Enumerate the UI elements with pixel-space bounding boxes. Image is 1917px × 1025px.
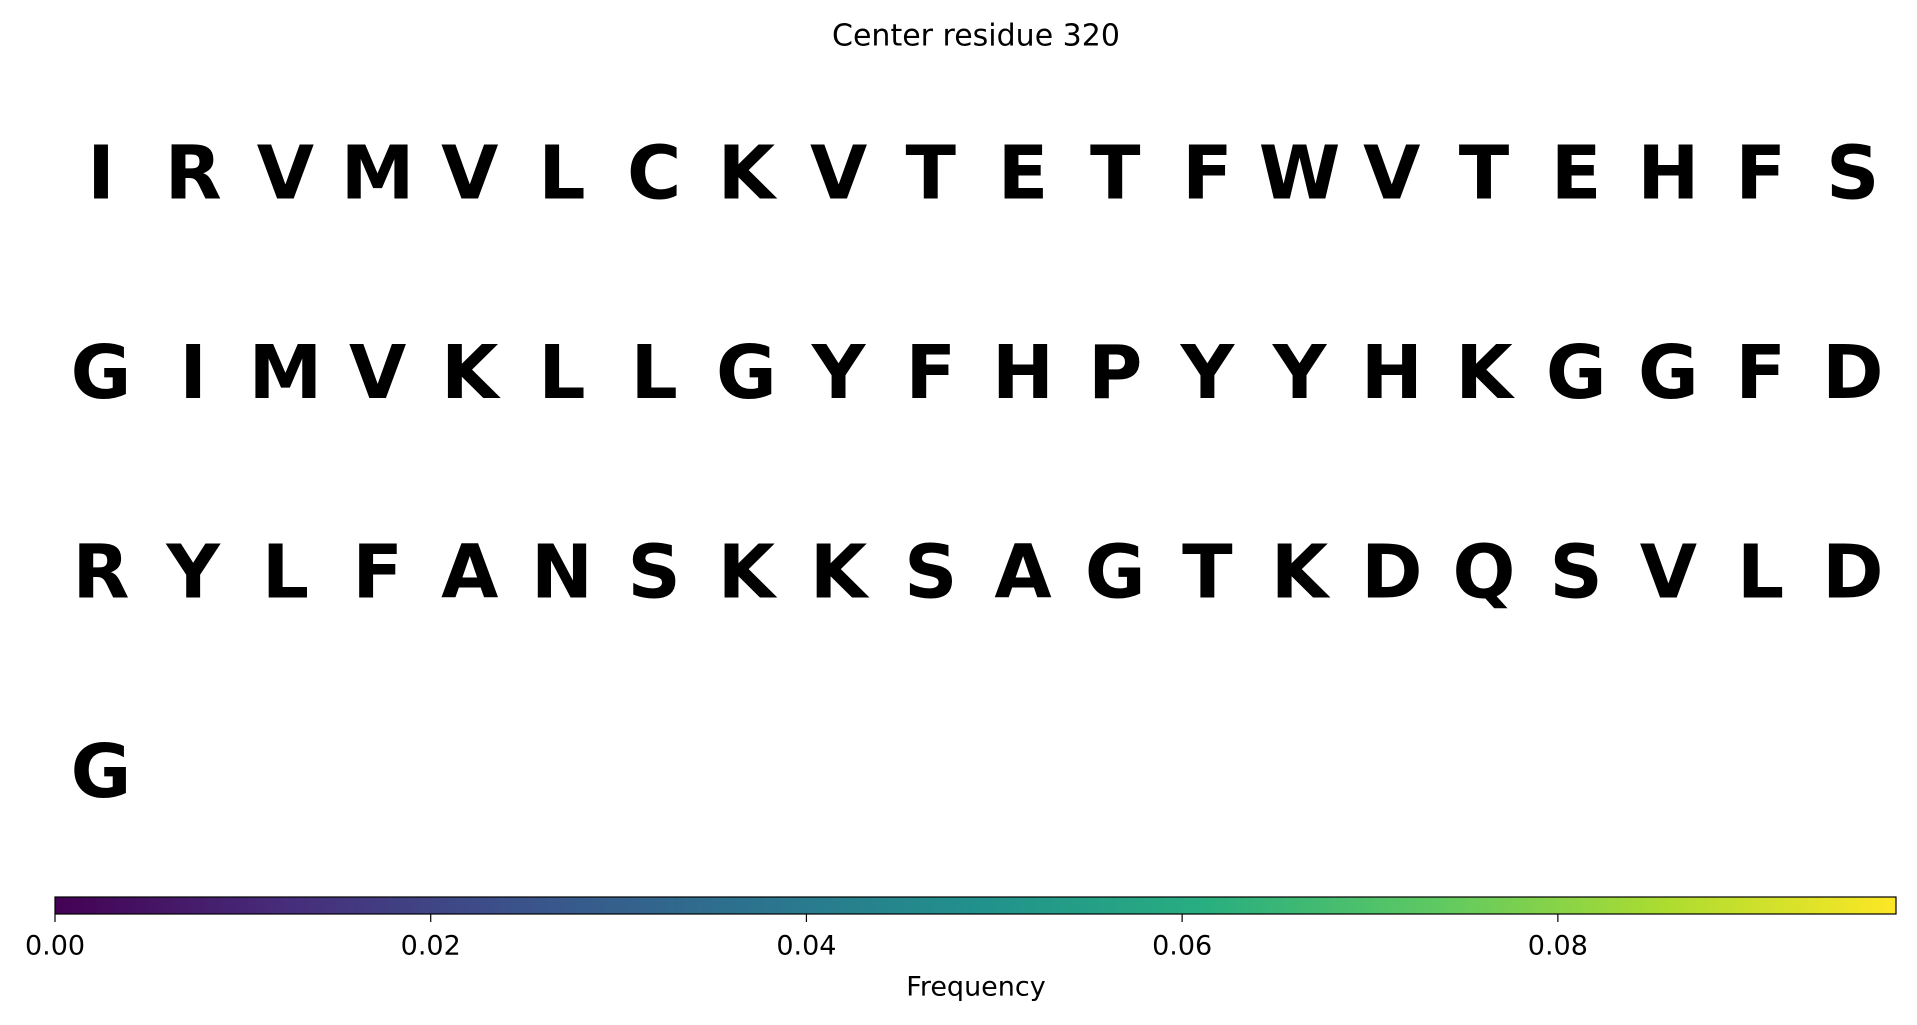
residue: P (1088, 330, 1142, 416)
residue: S (1550, 530, 1603, 616)
residue: F (352, 530, 403, 616)
residue: S (1826, 131, 1879, 217)
residue: S (628, 530, 681, 616)
residue: R (165, 131, 222, 217)
residue: D (1361, 530, 1422, 616)
residue: S (904, 530, 957, 616)
residue: I (87, 131, 115, 217)
residue: K (441, 330, 501, 416)
residue: E (998, 131, 1049, 217)
x-tick-label: 0.00 (25, 931, 85, 962)
residue: K (1455, 330, 1515, 416)
residue: L (1737, 530, 1784, 616)
residue: R (73, 530, 130, 616)
x-tick-label: 0.04 (776, 931, 836, 962)
residue: F (1182, 131, 1233, 217)
residue: L (538, 330, 585, 416)
residue: E (1551, 131, 1602, 217)
x-tick-label: 0.06 (1152, 931, 1212, 962)
residue: A (441, 530, 498, 616)
residue: D (1822, 530, 1883, 616)
residue: F (906, 330, 957, 416)
residue: Y (1180, 330, 1236, 416)
residue: V (810, 131, 867, 217)
residue: G (1085, 530, 1146, 616)
colorbar (54, 896, 1897, 915)
x-tick-label: 0.02 (401, 931, 461, 962)
residue: L (262, 530, 309, 616)
residue: H (992, 330, 1054, 416)
residue: I (179, 330, 207, 416)
residue: T (906, 131, 957, 217)
residue: L (631, 330, 678, 416)
residue: V (441, 131, 498, 217)
residue: Q (1453, 530, 1516, 616)
residue: T (1182, 530, 1233, 616)
residue: Y (811, 330, 867, 416)
residue: Y (165, 530, 221, 616)
residue: G (716, 330, 777, 416)
residue: A (994, 530, 1051, 616)
residue: Y (1272, 330, 1328, 416)
residue: T (1459, 131, 1510, 217)
residue: L (538, 131, 585, 217)
chart-title: Center residue 320 (832, 19, 1120, 54)
residue: G (71, 729, 132, 815)
residue: G (1546, 330, 1607, 416)
residue: K (1271, 530, 1331, 616)
residue: M (249, 330, 323, 416)
residue: K (810, 530, 870, 616)
residue: V (257, 131, 314, 217)
residue: V (1640, 530, 1697, 616)
x-tick-label: 0.08 (1528, 931, 1588, 962)
residue: F (1735, 330, 1786, 416)
residue: G (71, 330, 132, 416)
residue: W (1259, 131, 1341, 217)
residue: M (341, 131, 415, 217)
residue: G (1638, 330, 1699, 416)
residue: H (1637, 131, 1699, 217)
residue: N (531, 530, 593, 616)
residue: V (349, 330, 406, 416)
residue: K (718, 131, 778, 217)
residue: F (1735, 131, 1786, 217)
residue: H (1361, 330, 1423, 416)
residue: T (1090, 131, 1141, 217)
x-axis-label: Frequency (906, 972, 1046, 1003)
residue: K (718, 530, 778, 616)
residue: D (1822, 330, 1883, 416)
residue: C (627, 131, 681, 217)
residue: V (1363, 131, 1420, 217)
